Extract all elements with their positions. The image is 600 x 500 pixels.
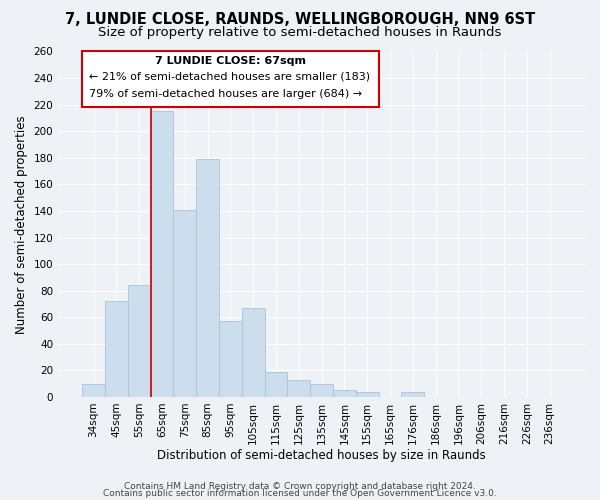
Text: Contains HM Land Registry data © Crown copyright and database right 2024.: Contains HM Land Registry data © Crown c… bbox=[124, 482, 476, 491]
Text: 7, LUNDIE CLOSE, RAUNDS, WELLINGBOROUGH, NN9 6ST: 7, LUNDIE CLOSE, RAUNDS, WELLINGBOROUGH,… bbox=[65, 12, 535, 28]
Text: 7 LUNDIE CLOSE: 67sqm: 7 LUNDIE CLOSE: 67sqm bbox=[155, 56, 306, 66]
Bar bbox=[128, 286, 151, 397]
FancyBboxPatch shape bbox=[82, 52, 379, 108]
Bar bbox=[82, 384, 105, 397]
Bar bbox=[242, 308, 265, 397]
Bar bbox=[151, 112, 173, 397]
Bar bbox=[401, 392, 424, 397]
Bar bbox=[333, 390, 356, 397]
Text: Size of property relative to semi-detached houses in Raunds: Size of property relative to semi-detach… bbox=[98, 26, 502, 39]
Bar bbox=[105, 302, 128, 397]
Text: ← 21% of semi-detached houses are smaller (183): ← 21% of semi-detached houses are smalle… bbox=[89, 72, 370, 82]
Y-axis label: Number of semi-detached properties: Number of semi-detached properties bbox=[15, 115, 28, 334]
Bar bbox=[219, 321, 242, 397]
Bar bbox=[173, 210, 196, 397]
Text: 79% of semi-detached houses are larger (684) →: 79% of semi-detached houses are larger (… bbox=[89, 89, 362, 99]
Bar bbox=[287, 380, 310, 397]
Text: Contains public sector information licensed under the Open Government Licence v3: Contains public sector information licen… bbox=[103, 490, 497, 498]
Bar bbox=[356, 392, 379, 397]
Bar bbox=[265, 372, 287, 397]
Bar bbox=[310, 384, 333, 397]
X-axis label: Distribution of semi-detached houses by size in Raunds: Distribution of semi-detached houses by … bbox=[157, 450, 486, 462]
Bar bbox=[196, 159, 219, 397]
